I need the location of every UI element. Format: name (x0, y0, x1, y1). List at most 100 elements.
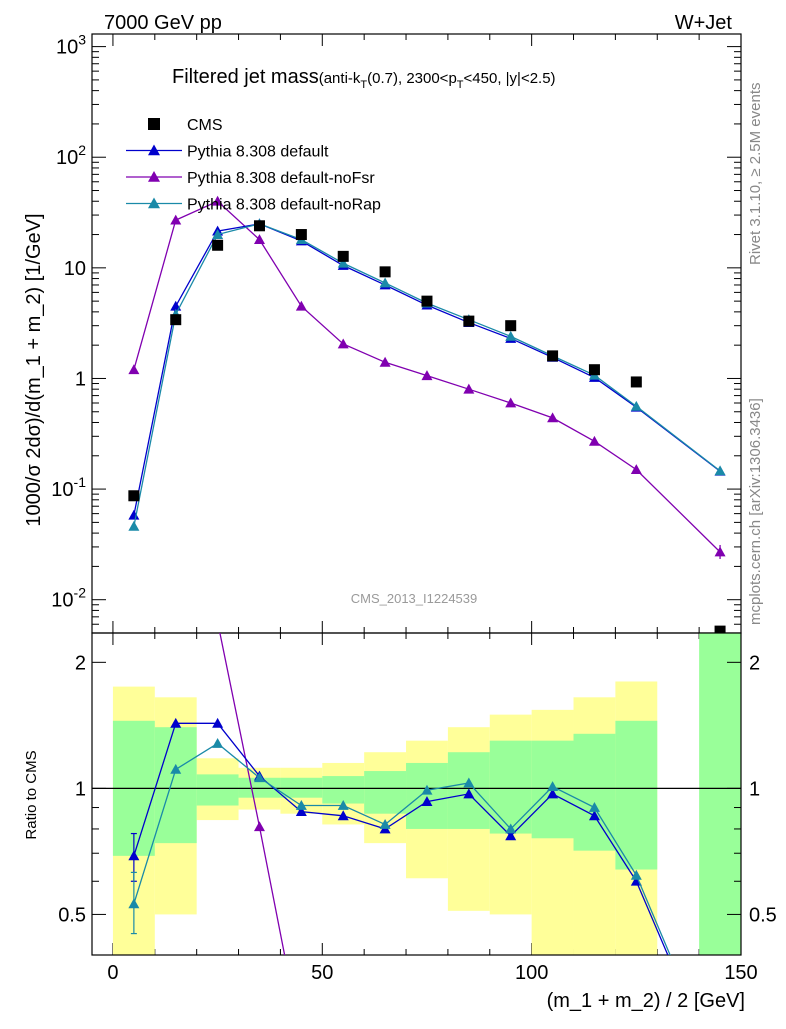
title-sub-1: T (360, 79, 367, 91)
point-noRap (128, 520, 140, 531)
y-tick-label: 10-2 (51, 585, 86, 612)
ratio-point-noFsr (128, 303, 139, 313)
point-noFsr (337, 338, 349, 349)
watermark: CMS_2013_I1224539 (351, 591, 478, 606)
point-noFsr (505, 397, 517, 408)
x-axis-label: (m_1 + m_2) / 2 [GeV] (547, 990, 745, 1012)
main-series (128, 195, 726, 633)
point-cms (630, 376, 642, 388)
band-green (322, 776, 365, 804)
legend-marker-noRap (148, 197, 160, 209)
legend: CMS Pythia 8.308 default Pythia 8.308 defa… (126, 117, 381, 214)
ratio-point-default (337, 810, 349, 821)
point-cms (714, 625, 726, 633)
ratio-y-tick-label: 1 (75, 778, 86, 800)
legend-marker-cms (148, 118, 160, 130)
ratio-point-noRap (547, 781, 559, 791)
point-noRap (714, 465, 726, 476)
ratio-line-default (133, 722, 669, 955)
point-noRap (337, 257, 349, 268)
point-noFsr (212, 195, 224, 206)
band-green (615, 720, 658, 870)
band-green (364, 771, 407, 814)
legend-marker-noFsr (148, 171, 160, 182)
point-noRap (212, 229, 224, 239)
point-noRap (630, 400, 642, 411)
point-cms (379, 266, 391, 278)
ratio-point-noFsr (170, 407, 181, 417)
ratio-series (128, 303, 671, 955)
title-sub-2: T (457, 79, 464, 91)
ratio-point-noRap (253, 772, 265, 783)
y-axis-label-ratio: Ratio to CMS (23, 750, 40, 839)
point-noFsr (170, 214, 182, 225)
legend-marker-default (148, 144, 160, 156)
ratio-point-noRap (463, 777, 475, 788)
rivet-label: Rivet 3.1.10, ≥ 2.5M events (747, 83, 764, 266)
ratio-point-default (505, 830, 517, 841)
y-tick-label: 1 (75, 368, 86, 390)
point-noFsr (128, 364, 140, 375)
band-green-last (699, 633, 741, 955)
band-green (196, 774, 239, 806)
x-tick-label: 150 (724, 962, 757, 984)
series-line-default (133, 223, 721, 516)
ratio-point-default (463, 788, 475, 799)
band-green (154, 727, 197, 844)
band-green (573, 733, 616, 851)
point-noRap (379, 277, 391, 288)
header-left: 7000 GeV pp (104, 12, 222, 34)
point-cms (463, 315, 475, 327)
ratio-point-noRap (379, 818, 391, 829)
ratio-frame (91, 632, 742, 956)
point-noFsr (295, 300, 307, 311)
ratio-point-noRap (170, 763, 182, 774)
main-panel: 10-2 10-1 1 10 102 103 (51, 32, 742, 955)
ratio-point-noRap (630, 869, 642, 880)
legend-label-noFsr: Pythia 8.308 default-noFsr (187, 170, 375, 187)
ratio-point-noRap (588, 802, 600, 812)
point-cms (547, 350, 559, 362)
title-sub-pre: (anti-k (319, 70, 361, 87)
legend-label-default: Pythia 8.308 default (187, 144, 329, 161)
title-sub-post: <450, |y|<2.5) (464, 70, 556, 87)
point-cms (128, 490, 140, 502)
ratio-bands (112, 633, 741, 955)
y-tick-label: 103 (56, 32, 86, 59)
ratio-y-tick-label: 2 (75, 652, 86, 674)
x-tick-label: 100 (515, 962, 548, 984)
point-cms (295, 229, 307, 241)
ratio-point-noRap (212, 737, 224, 748)
ratio-point-noRap (337, 800, 349, 810)
point-cms (337, 250, 349, 262)
series-line-noRap (133, 223, 721, 527)
point-noFsr (630, 464, 642, 475)
point-noFsr (253, 234, 265, 245)
point-noFsr (588, 435, 600, 446)
point-cms (170, 314, 182, 326)
x-tick-label: 0 (107, 962, 118, 984)
ratio-panel: 0 50 100 150 0.5 0.5 1 1 2 2 (58, 303, 777, 984)
y-axis-label-main: 1000/σ 2dσ)/d(m_1 + m_2) [1/GeV] (23, 213, 45, 526)
point-cms (588, 364, 600, 376)
band-green (238, 777, 281, 798)
band-green (406, 762, 448, 829)
point-default (128, 509, 140, 520)
ratio-line-noRap (133, 742, 671, 955)
ratio-point-noRap (505, 823, 517, 834)
point-cms (253, 220, 265, 232)
y-tick-label: 102 (56, 142, 86, 169)
title-main: Filtered jet mass (172, 66, 319, 88)
legend-label-cms: CMS (187, 117, 223, 134)
ratio-point-noFsr (253, 821, 265, 832)
point-noRap (505, 330, 517, 341)
ratio-point-default (547, 788, 559, 799)
ratio-y-tick-label: 0.5 (58, 904, 86, 926)
band-green (489, 740, 532, 834)
legend-label-noRap: Pythia 8.308 default-noRap (187, 197, 381, 214)
ratio-point-noFsr (212, 616, 223, 626)
point-noFsr (379, 356, 391, 367)
x-tick-label: 50 (311, 962, 333, 984)
